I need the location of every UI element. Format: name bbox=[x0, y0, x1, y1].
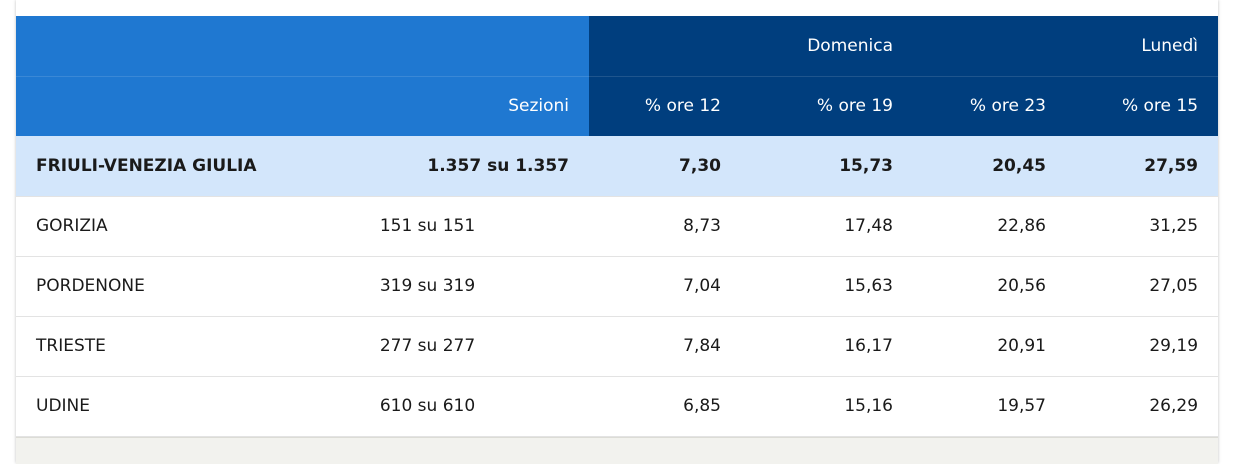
row-ore12: 7,30 bbox=[589, 136, 741, 197]
table-header: Domenica Lunedì Sezioni % ore 12 % ore 1… bbox=[16, 16, 1219, 136]
header-ore19: % ore 19 bbox=[741, 76, 913, 136]
row-ore19: 16,17 bbox=[741, 316, 913, 377]
row-ore15: 31,25 bbox=[1066, 196, 1219, 257]
row-name: TRIESTE bbox=[16, 316, 266, 377]
row-ore12: 7,84 bbox=[589, 316, 741, 377]
row-ore19: 15,16 bbox=[741, 376, 913, 437]
table-row: GORIZIA 151 su 151 8,73 17,48 22,86 31,2… bbox=[16, 196, 1219, 257]
table-footer-strip bbox=[16, 437, 1218, 464]
row-ore23: 20,56 bbox=[913, 256, 1066, 317]
row-ore19: 15,63 bbox=[741, 256, 913, 317]
row-ore15: 26,29 bbox=[1066, 376, 1219, 437]
row-sezioni: 319 su 319 bbox=[266, 256, 589, 317]
row-ore19: 15,73 bbox=[741, 136, 913, 197]
header-day-sunday: Domenica bbox=[589, 16, 913, 77]
row-ore15: 27,59 bbox=[1066, 136, 1219, 197]
table-row-region: FRIULI-VENEZIA GIULIA 1.357 su 1.357 7,3… bbox=[16, 136, 1219, 197]
header-sezioni: Sezioni bbox=[16, 76, 589, 136]
turnout-card: Domenica Lunedì Sezioni % ore 12 % ore 1… bbox=[16, 0, 1219, 464]
row-ore23: 20,91 bbox=[913, 316, 1066, 377]
header-empty-cell bbox=[16, 16, 589, 77]
row-name: PORDENONE bbox=[16, 256, 266, 317]
table-body: FRIULI-VENEZIA GIULIA 1.357 su 1.357 7,3… bbox=[16, 136, 1219, 437]
header-ore15: % ore 15 bbox=[1066, 76, 1219, 136]
row-sezioni: 1.357 su 1.357 bbox=[266, 136, 589, 197]
row-sezioni: 277 su 277 bbox=[266, 316, 589, 377]
row-ore23: 22,86 bbox=[913, 196, 1066, 257]
row-ore12: 8,73 bbox=[589, 196, 741, 257]
row-ore23: 19,57 bbox=[913, 376, 1066, 437]
header-ore23: % ore 23 bbox=[913, 76, 1066, 136]
row-ore19: 17,48 bbox=[741, 196, 913, 257]
row-ore15: 27,05 bbox=[1066, 256, 1219, 317]
row-ore15: 29,19 bbox=[1066, 316, 1219, 377]
row-name: UDINE bbox=[16, 376, 266, 437]
row-name: FRIULI-VENEZIA GIULIA bbox=[16, 136, 266, 197]
header-day-monday: Lunedì bbox=[913, 16, 1219, 77]
row-ore12: 6,85 bbox=[589, 376, 741, 437]
row-name: GORIZIA bbox=[16, 196, 266, 257]
table-row: TRIESTE 277 su 277 7,84 16,17 20,91 29,1… bbox=[16, 316, 1219, 377]
row-ore23: 20,45 bbox=[913, 136, 1066, 197]
row-sezioni: 610 su 610 bbox=[266, 376, 589, 437]
header-ore12: % ore 12 bbox=[589, 76, 741, 136]
row-sezioni: 151 su 151 bbox=[266, 196, 589, 257]
turnout-table: Domenica Lunedì Sezioni % ore 12 % ore 1… bbox=[16, 16, 1219, 437]
header-days-row: Domenica Lunedì bbox=[16, 16, 1219, 77]
row-ore12: 7,04 bbox=[589, 256, 741, 317]
header-columns-row: Sezioni % ore 12 % ore 19 % ore 23 % ore… bbox=[16, 76, 1219, 136]
table-row: UDINE 610 su 610 6,85 15,16 19,57 26,29 bbox=[16, 376, 1219, 437]
table-row: PORDENONE 319 su 319 7,04 15,63 20,56 27… bbox=[16, 256, 1219, 317]
